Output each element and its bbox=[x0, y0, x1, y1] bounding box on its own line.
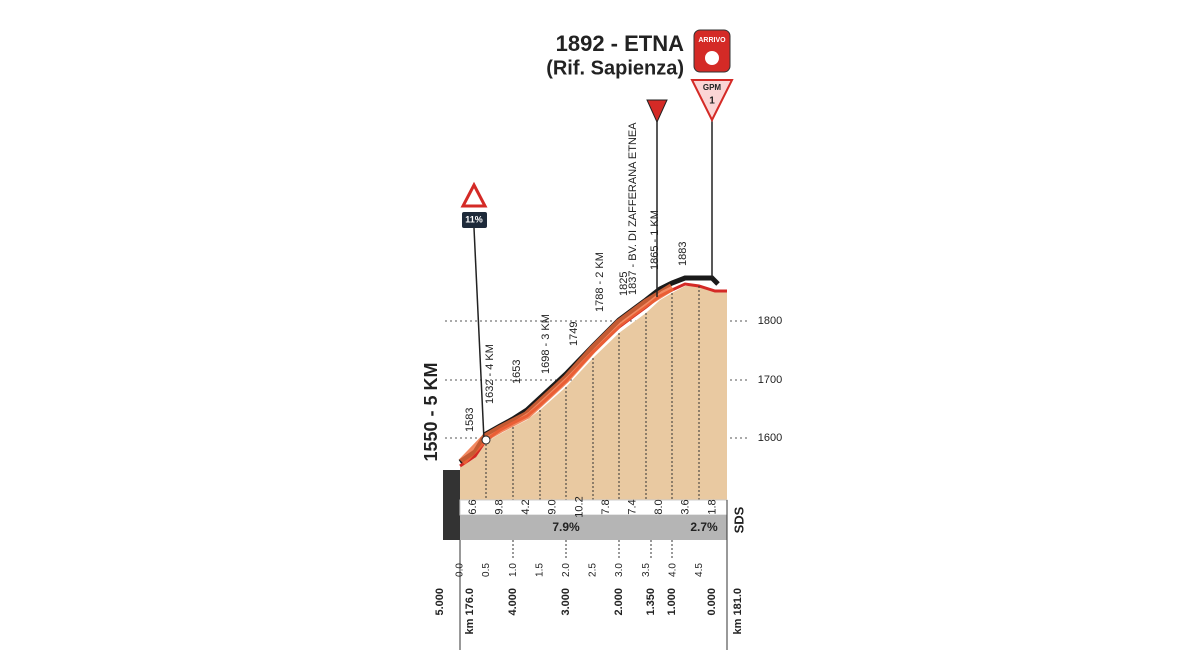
finish-icon-dot bbox=[705, 51, 719, 65]
km-tick: 0.0 bbox=[455, 563, 466, 577]
elevation-label: 1583 bbox=[464, 408, 476, 432]
steep-point bbox=[481, 435, 491, 445]
gradient: 10.2 bbox=[573, 496, 585, 517]
gradient: 7.4 bbox=[627, 499, 639, 514]
gpm-label: GPM bbox=[703, 83, 722, 92]
bottom-ticks bbox=[512, 540, 673, 560]
average-strip bbox=[460, 515, 727, 540]
profile-band bbox=[459, 283, 675, 465]
steep-line bbox=[473, 227, 485, 441]
remaining-km: 1.000 bbox=[666, 588, 678, 616]
elevation-label: 1883 bbox=[677, 242, 689, 266]
elevation-label: 1632 - 4 KM bbox=[484, 344, 496, 404]
km-tick: 2.5 bbox=[588, 563, 599, 577]
finish-badge: ARRIVO bbox=[698, 37, 726, 44]
remaining-km: km 181.0 bbox=[732, 588, 744, 634]
gradient: 1.8 bbox=[706, 499, 718, 514]
remaining-km: 5.000 bbox=[434, 588, 446, 616]
remaining-km: 2.000 bbox=[613, 588, 625, 616]
altitude-tick: 1600 bbox=[758, 432, 782, 444]
altitude-tick: 1800 bbox=[758, 315, 782, 327]
profile-area bbox=[460, 286, 727, 500]
start-label: 1550 - 5 KM bbox=[421, 362, 441, 461]
subtitle: (Rif. Sapienza) bbox=[546, 57, 684, 79]
average-gradient: 2.7% bbox=[690, 520, 718, 534]
km-tick: 4.0 bbox=[667, 563, 678, 577]
gradient: 3.6 bbox=[680, 499, 692, 514]
elevation-label: 1788 - 2 KM bbox=[594, 252, 606, 312]
remaining-km: km 176.0 bbox=[464, 588, 476, 634]
road-label: SDS bbox=[731, 506, 746, 533]
km-tick: 2.0 bbox=[561, 563, 572, 577]
elevation-label: 1837 - BV. DI ZAFFERANA ETNEA bbox=[627, 122, 639, 295]
remaining-km: 1.350 bbox=[645, 588, 657, 616]
remaining-km: 0.000 bbox=[706, 588, 718, 616]
start-block bbox=[443, 470, 460, 540]
title: 1892 - ETNA bbox=[556, 31, 684, 56]
km-tick: 1.0 bbox=[508, 563, 519, 577]
steep-label: 11% bbox=[465, 214, 483, 224]
gradient: 6.6 bbox=[467, 499, 479, 514]
elevation-label: 1749 bbox=[568, 322, 580, 346]
km-tick: 4.5 bbox=[694, 563, 705, 577]
gpm-category: 1 bbox=[709, 96, 715, 107]
steep-box bbox=[462, 212, 487, 228]
km-lines bbox=[485, 286, 700, 500]
km-marker bbox=[646, 99, 668, 124]
gpm-icon bbox=[690, 79, 734, 123]
km-tick: 3.0 bbox=[614, 563, 625, 577]
remaining-km: 4.000 bbox=[507, 588, 519, 616]
altitude-tick: 1700 bbox=[758, 374, 782, 386]
elevation-label: 1698 - 3 KM bbox=[540, 314, 552, 374]
remaining-km: 3.000 bbox=[560, 588, 572, 616]
km-tick: 3.5 bbox=[641, 563, 652, 577]
average-gradient: 7.9% bbox=[552, 520, 580, 534]
km-tick: 1.5 bbox=[534, 563, 545, 577]
elevation-label: 1825 bbox=[618, 272, 630, 296]
km-tick: 0.5 bbox=[481, 563, 492, 577]
gradient: 7.8 bbox=[600, 499, 612, 514]
steep-icon bbox=[460, 181, 488, 208]
elevation-label: 1653 bbox=[511, 360, 523, 384]
gradient: 8.0 bbox=[653, 499, 665, 514]
gradient: 9.8 bbox=[494, 499, 506, 514]
elevation-label: 1865 - 1 KM bbox=[649, 210, 661, 270]
gradient: 9.0 bbox=[547, 499, 559, 514]
gradient: 4.2 bbox=[520, 499, 532, 514]
